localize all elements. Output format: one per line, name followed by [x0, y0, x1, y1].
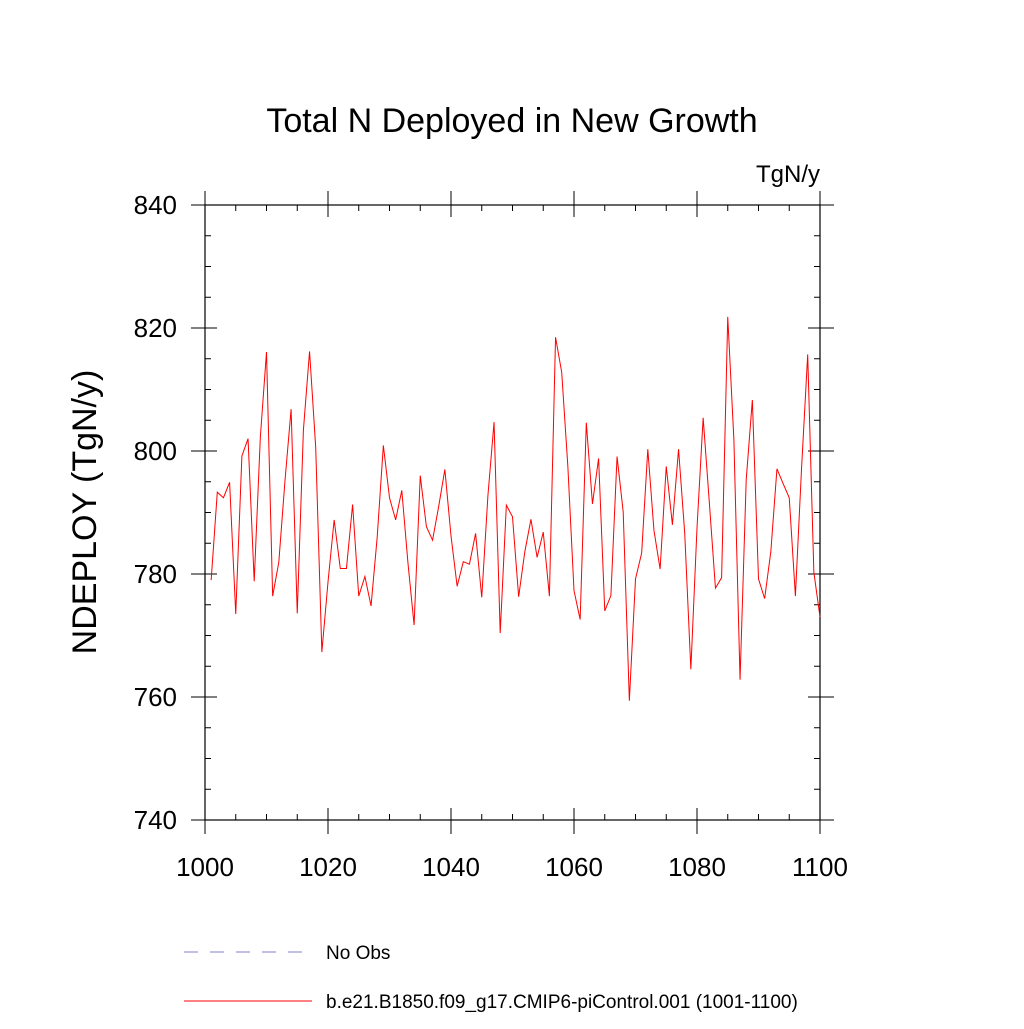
- legend: No Obs b.e21.B1850.f09_g17.CMIP6-piContro…: [184, 943, 798, 1013]
- y-tick-label: 760: [134, 682, 177, 712]
- chart-title: Total N Deployed in New Growth: [266, 102, 757, 140]
- series-line: [210, 316, 821, 701]
- x-tick-label: 1080: [668, 852, 726, 882]
- y-axis-label: NDEPLOY (TgN/y): [66, 370, 104, 655]
- plot-frame: [204, 204, 821, 821]
- units-label: TgN/y: [756, 161, 820, 188]
- x-tick-label: 1020: [299, 852, 357, 882]
- legend-label: b.e21.B1850.f09_g17.CMIP6-piControl.001 …: [326, 992, 798, 1013]
- series-layer: [210, 316, 821, 701]
- y-tick-label: 820: [134, 313, 177, 343]
- x-tick-label: 1040: [422, 852, 480, 882]
- y-tick-label: 740: [134, 805, 177, 835]
- legend-label: No Obs: [326, 943, 390, 964]
- x-tick-label: 1000: [176, 852, 234, 882]
- x-tick-label: 1060: [545, 852, 603, 882]
- y-tick-label: 840: [134, 190, 177, 220]
- y-tick-label: 780: [134, 559, 177, 589]
- axes: 1000 1020 1040 1060 1080 1100 740 760 780 800 820 8…: [134, 190, 848, 882]
- x-tick-label: 1100: [792, 852, 848, 882]
- y-tick-label: 800: [134, 436, 177, 466]
